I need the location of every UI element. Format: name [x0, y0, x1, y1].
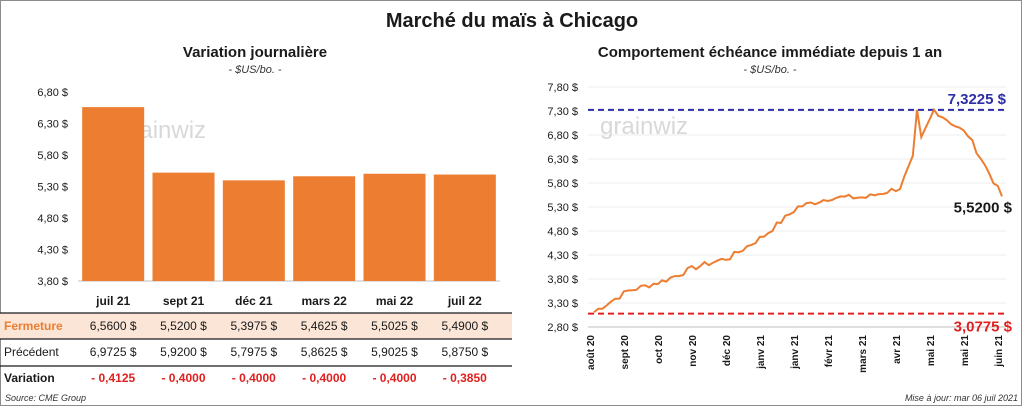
- table-cell-change: - 0,4000: [232, 371, 276, 385]
- y-tick-label: 6,80 $: [37, 87, 68, 99]
- table-cell-change: - 0,4000: [161, 371, 205, 385]
- y-tick-label: 6,30 $: [547, 154, 578, 166]
- min-value-label: 3,0775 $: [954, 319, 1013, 336]
- x-tick-label: nov 20: [688, 335, 699, 367]
- bar-0: [82, 107, 145, 282]
- table-cell-close: 6,5600 $: [90, 319, 137, 333]
- table-cell-change: - 0,4000: [372, 371, 416, 385]
- row-label-close: Fermeture: [4, 319, 63, 333]
- y-tick-label: 6,80 $: [547, 130, 578, 142]
- table-cell-change: - 0,4000: [302, 371, 346, 385]
- y-tick-label: 5,80 $: [37, 150, 68, 162]
- x-tick-label: août 20: [586, 335, 597, 370]
- table-cell-prev: 5,9025 $: [371, 345, 418, 359]
- table-cell-close: 5,4625 $: [301, 319, 348, 333]
- table-cell-close: 5,4900 $: [441, 319, 488, 333]
- y-tick-label: 3,80 $: [37, 276, 68, 288]
- x-category-label: déc 21: [235, 294, 273, 308]
- right-chart-unit: - $US/bo. -: [743, 64, 797, 76]
- y-tick-label: 6,30 $: [37, 119, 68, 131]
- y-tick-label: 4,80 $: [37, 213, 68, 225]
- x-tick-label: janv 21: [756, 335, 767, 370]
- bar-5: [433, 174, 496, 281]
- source-note: Source: CME Group: [5, 393, 87, 403]
- row-label-prev: Précédent: [4, 345, 59, 359]
- left-chart-title: Variation journalière: [182, 44, 328, 61]
- table-cell-prev: 5,9200 $: [160, 345, 207, 359]
- y-tick-label: 5,30 $: [37, 182, 68, 194]
- table-cell-change: - 0,4125: [91, 371, 135, 385]
- y-tick-label: 5,30 $: [547, 202, 578, 214]
- y-tick-label: 3,80 $: [547, 274, 578, 286]
- y-tick-label: 4,30 $: [37, 245, 68, 257]
- table-cell-prev: 6,9725 $: [90, 345, 137, 359]
- table-cell-prev: 5,8625 $: [301, 345, 348, 359]
- watermark: grainwiz: [600, 113, 688, 140]
- bar-1: [152, 172, 215, 281]
- max-value-label: 7,3225 $: [948, 91, 1007, 108]
- y-tick-label: 4,80 $: [547, 226, 578, 238]
- y-tick-label: 4,30 $: [547, 250, 578, 262]
- bar-3: [293, 176, 356, 281]
- y-tick-label: 7,30 $: [547, 106, 578, 118]
- update-note: Mise à jour: mar 06 juil 2021: [904, 393, 1018, 403]
- table-cell-close: 5,3975 $: [230, 319, 277, 333]
- x-tick-label: janv 21: [790, 335, 801, 370]
- close-row-highlight: [0, 313, 512, 339]
- table-cell-prev: 5,8750 $: [441, 345, 488, 359]
- right-chart-title: Comportement échéance immédiate depuis 1…: [597, 44, 943, 61]
- table-cell-prev: 5,7975 $: [230, 345, 277, 359]
- x-category-label: mai 22: [376, 294, 414, 308]
- table-cell-close: 5,5025 $: [371, 319, 418, 333]
- price-series-line: [593, 107, 1003, 313]
- x-tick-label: mai 21: [926, 335, 937, 367]
- x-tick-label: mars 21: [858, 335, 869, 373]
- x-tick-label: avr 21: [892, 335, 903, 364]
- table-cell-change: - 0,3850: [443, 371, 487, 385]
- row-label-change: Variation: [4, 371, 55, 385]
- x-tick-label: févr 21: [824, 335, 835, 368]
- x-category-label: juil 21: [95, 294, 130, 308]
- x-category-label: mars 22: [301, 294, 347, 308]
- x-tick-label: déc 20: [722, 335, 733, 367]
- x-tick-label: mai 21: [960, 335, 971, 367]
- page-title: Marché du maïs à Chicago: [385, 10, 639, 32]
- y-tick-label: 7,80 $: [547, 82, 578, 94]
- y-tick-label: 2,80 $: [547, 322, 578, 334]
- bar-4: [363, 173, 426, 281]
- x-tick-label: oct 20: [654, 335, 665, 364]
- table-cell-close: 5,5200 $: [160, 319, 207, 333]
- x-category-label: juil 22: [447, 294, 482, 308]
- left-chart-unit: - $US/bo. -: [228, 64, 282, 76]
- bar-2: [222, 180, 285, 281]
- x-tick-label: sept 20: [620, 335, 631, 370]
- x-category-label: sept 21: [163, 294, 205, 308]
- x-tick-label: juin 21: [994, 335, 1005, 368]
- last-value-label: 5,5200 $: [954, 199, 1013, 216]
- y-tick-label: 3,30 $: [547, 298, 578, 310]
- y-tick-label: 5,80 $: [547, 178, 578, 190]
